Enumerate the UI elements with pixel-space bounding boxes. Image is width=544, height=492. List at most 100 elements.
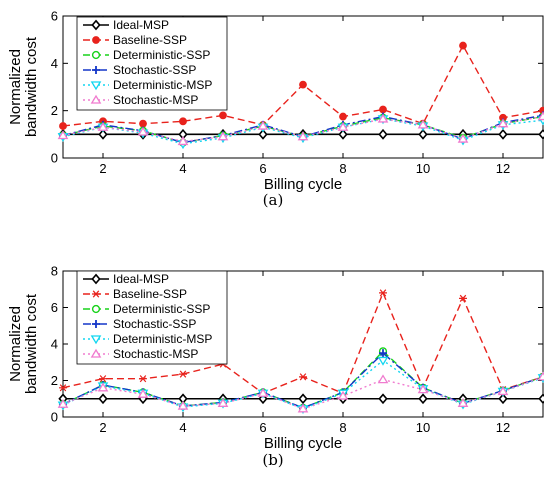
chart-b-x-tick-label: 4 (179, 420, 186, 435)
chart-b-data-point (538, 393, 544, 405)
chart-b-x-tick-label: 6 (259, 420, 266, 435)
chart-a-data-point (377, 113, 389, 123)
chart-a-legend-label: Stochastic-SSP (113, 63, 196, 77)
chart-a-data-point (417, 119, 429, 129)
chart-a-x-axis-label: Billing cycle (264, 176, 342, 193)
chart-b-data-point (137, 388, 149, 398)
chart-b-y-tick-label: 6 (51, 300, 58, 315)
chart-a-legend-label: Deterministic-MSP (113, 78, 212, 92)
chart-b-legend-marker (91, 304, 101, 314)
chart-a-data-point (378, 128, 388, 140)
chart-b-data-point (457, 398, 469, 407)
chart-b-data-point (179, 370, 187, 378)
chart-a-data-point (257, 120, 269, 130)
chart-a-x-tick-label: 4 (179, 161, 186, 176)
chart-b-data-point (97, 382, 109, 392)
chart-b-y-axis-label-line: Normalized (7, 306, 24, 382)
chart-a-data-point (59, 122, 67, 130)
chart-a-legend-box (76, 16, 228, 111)
chart-a-data-point (139, 119, 147, 128)
chart-a-x-tick-label: 10 (416, 161, 430, 176)
chart-b-data-point (537, 371, 544, 381)
chart-a-data-point (337, 121, 349, 131)
chart-a-data-point (98, 128, 108, 140)
chart-a-x-tick-label: 6 (259, 161, 266, 176)
chart-a-data-point (538, 128, 544, 140)
chart-b-y-tick-label: 0 (51, 410, 58, 425)
chart-a-data-point (457, 133, 469, 143)
chart-a-data-point (418, 128, 428, 140)
chart-b-data-point (299, 373, 307, 381)
chart-a-data-point (459, 41, 467, 50)
chart-a-data-point (299, 80, 307, 89)
chart-b-legend-label: Stochastic-SSP (113, 317, 196, 331)
chart-a-data-point (137, 126, 149, 136)
chart-b-data-point (417, 384, 429, 394)
chart-b-x-axis-label: Billing cycle (264, 435, 342, 452)
chart-b-legend-label: Deterministic-MSP (113, 332, 212, 346)
chart-b-data-point (177, 400, 189, 410)
chart-b-data-point (98, 393, 108, 405)
chart-a-legend: Ideal-MSPBaseline-SSPDeterministic-SSPSt… (76, 16, 228, 111)
chart-b-data-point (59, 384, 67, 392)
chart-a-legend-marker (92, 36, 100, 44)
chart-b-data-point (297, 403, 309, 413)
chart-a-legend-marker (90, 81, 102, 91)
chart-a-y-axis-label-line: Normalized (7, 49, 24, 125)
chart-b-data-point (379, 349, 387, 358)
chart-a-y-tick-label: 0 (51, 151, 58, 166)
chart-b-data-point (459, 294, 467, 302)
chart-a-legend-marker (92, 66, 100, 74)
chart-a-data-point (497, 118, 509, 128)
chart-a-data-point (297, 131, 309, 141)
chart-a-y-axis-label-line: bandwidth cost (23, 36, 40, 137)
chart-b-data-point (337, 390, 349, 400)
chart-b-legend-box (76, 270, 228, 365)
chart-b-legend-marker (90, 348, 102, 358)
chart-a-data-point (339, 112, 347, 121)
chart-b-data-point (379, 289, 387, 297)
chart-a-legend-label: Ideal-MSP (113, 18, 169, 32)
chart-b-data-point (498, 393, 508, 405)
chart-b-data-point (57, 398, 69, 408)
chart-a-y-axis-label: Normalizedbandwidth cost (7, 36, 40, 137)
chart-b-legend-label: Ideal-MSP (113, 272, 169, 286)
chart-b-data-point (139, 375, 147, 383)
chart-a-data-point (97, 121, 109, 131)
chart-b-legend-marker (90, 335, 102, 345)
chart-b-y-axis-label-line: bandwidth cost (23, 293, 40, 394)
chart-b-legend-label: Stochastic-MSP (113, 347, 198, 361)
chart-a-data-point (219, 111, 227, 120)
chart-a-data-point (498, 128, 508, 140)
chart-a-caption: (a) (263, 191, 284, 209)
chart-b-y-tick-label: 4 (51, 337, 58, 352)
chart-a-data-point (258, 128, 268, 140)
chart-a-data-point (379, 105, 387, 114)
chart-a-data-point (177, 136, 189, 146)
chart-a-legend-label: Baseline-SSP (113, 33, 187, 47)
chart-b-caption: (b) (262, 451, 283, 469)
chart-a-data-point (179, 117, 187, 126)
chart-a-legend-marker (90, 94, 102, 104)
chart-a-x-tick-label: 2 (99, 161, 106, 176)
chart-b-x-tick-label: 2 (99, 420, 106, 435)
chart-a-data-point (57, 130, 69, 140)
chart-b-y-tick-label: 2 (51, 373, 58, 388)
chart-b-data-point (217, 398, 229, 407)
chart-b-data-point (257, 388, 269, 397)
chart-a-series-stochastic-msp (57, 111, 544, 146)
chart-b-legend-marker (91, 273, 101, 285)
chart-b-legend-marker (92, 320, 100, 328)
chart-a-y-tick-label: 6 (51, 9, 58, 24)
chart-b-y-tick-label: 8 (51, 264, 58, 279)
chart-b-legend-label: Deterministic-SSP (113, 302, 210, 316)
chart-b-data-point (418, 393, 428, 405)
chart-b-legend-label: Baseline-SSP (113, 287, 187, 301)
chart-a-data-point (537, 111, 544, 121)
chart-a-legend-label: Stochastic-MSP (113, 93, 198, 107)
chart-a-x-tick-label: 12 (496, 161, 510, 176)
chart-b-series-stochastic-msp (57, 371, 544, 413)
